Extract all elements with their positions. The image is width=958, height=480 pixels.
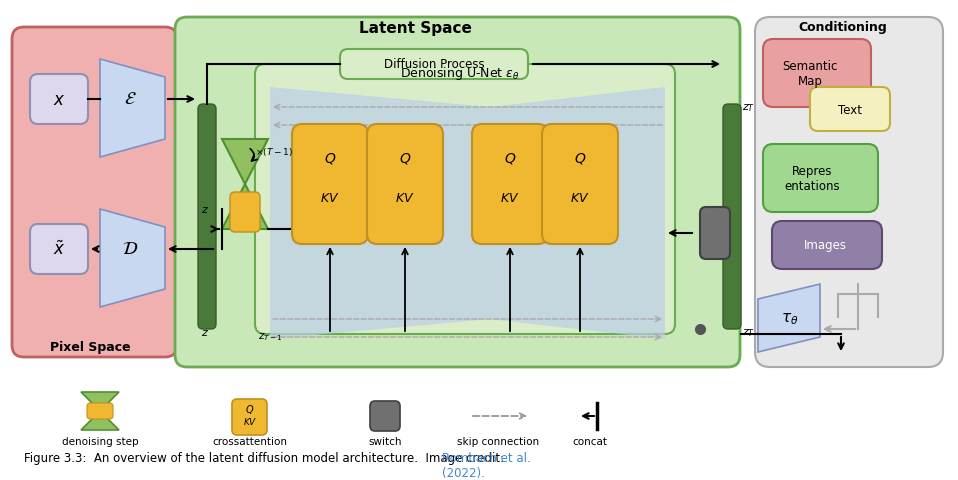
Text: $\tau_\theta$: $\tau_\theta$ — [782, 311, 799, 326]
Text: concat: concat — [573, 436, 607, 446]
Text: $KV$: $KV$ — [242, 416, 258, 427]
Text: $\times(T-1)$: $\times(T-1)$ — [255, 146, 293, 157]
Polygon shape — [758, 285, 820, 352]
FancyBboxPatch shape — [198, 105, 216, 329]
Polygon shape — [222, 140, 268, 229]
Text: $z$: $z$ — [201, 327, 209, 337]
FancyBboxPatch shape — [175, 18, 740, 367]
Text: Pixel Space: Pixel Space — [50, 341, 130, 354]
Text: Repres
entations: Repres entations — [785, 165, 840, 192]
Text: $\tilde{x}$: $\tilde{x}$ — [53, 240, 65, 259]
FancyBboxPatch shape — [763, 40, 871, 108]
Text: $KV$: $KV$ — [500, 191, 520, 204]
FancyBboxPatch shape — [230, 192, 260, 232]
Text: Denoising U-Net $\epsilon_\theta$: Denoising U-Net $\epsilon_\theta$ — [400, 64, 520, 81]
FancyBboxPatch shape — [292, 125, 368, 244]
Text: $\mathcal{D}$: $\mathcal{D}$ — [122, 240, 138, 257]
Text: $Q$: $Q$ — [245, 403, 255, 416]
FancyBboxPatch shape — [87, 403, 113, 419]
Text: Images: Images — [804, 239, 847, 252]
Text: Diffusion Process: Diffusion Process — [384, 59, 485, 72]
Text: Figure 3.3:  An overview of the latent diffusion model architecture.  Image cred: Figure 3.3: An overview of the latent di… — [24, 451, 508, 464]
Text: Rombach et al.
(2022).: Rombach et al. (2022). — [443, 451, 531, 479]
Text: $x$: $x$ — [53, 91, 65, 109]
Text: $Q$: $Q$ — [324, 150, 336, 165]
Text: $Q$: $Q$ — [504, 150, 516, 165]
Polygon shape — [81, 392, 119, 430]
FancyBboxPatch shape — [255, 65, 675, 334]
FancyBboxPatch shape — [30, 225, 88, 275]
FancyBboxPatch shape — [763, 144, 878, 213]
FancyBboxPatch shape — [232, 399, 267, 435]
FancyBboxPatch shape — [370, 401, 400, 431]
Polygon shape — [100, 60, 165, 157]
FancyBboxPatch shape — [340, 50, 528, 80]
Text: $KV$: $KV$ — [396, 191, 415, 204]
FancyBboxPatch shape — [810, 88, 890, 132]
Text: $z_T$: $z_T$ — [742, 102, 755, 114]
Text: $KV$: $KV$ — [320, 191, 340, 204]
Text: Conditioning: Conditioning — [799, 22, 887, 35]
FancyBboxPatch shape — [542, 125, 618, 244]
Text: crossattention: crossattention — [213, 436, 287, 446]
Text: $z$: $z$ — [201, 204, 209, 215]
Polygon shape — [100, 210, 165, 307]
Text: Text: Text — [838, 103, 862, 116]
FancyBboxPatch shape — [30, 75, 88, 125]
Text: Semantic
Map: Semantic Map — [783, 60, 837, 88]
Text: $z_{T-1}$: $z_{T-1}$ — [258, 330, 283, 342]
FancyBboxPatch shape — [472, 125, 548, 244]
Text: $Q$: $Q$ — [574, 150, 586, 165]
Text: $Q$: $Q$ — [399, 150, 411, 165]
Text: switch: switch — [368, 436, 401, 446]
FancyBboxPatch shape — [772, 222, 882, 269]
FancyBboxPatch shape — [723, 105, 741, 329]
FancyBboxPatch shape — [755, 18, 943, 367]
FancyBboxPatch shape — [700, 207, 730, 260]
Text: $\mathcal{E}$: $\mathcal{E}$ — [124, 90, 136, 108]
FancyBboxPatch shape — [367, 125, 443, 244]
FancyBboxPatch shape — [12, 28, 177, 357]
Polygon shape — [270, 88, 490, 339]
Text: $KV$: $KV$ — [570, 191, 590, 204]
Text: skip connection: skip connection — [457, 436, 539, 446]
Text: $z_T$: $z_T$ — [742, 326, 755, 338]
Polygon shape — [490, 88, 665, 339]
Text: Latent Space: Latent Space — [358, 21, 471, 36]
Text: denoising step: denoising step — [61, 436, 138, 446]
